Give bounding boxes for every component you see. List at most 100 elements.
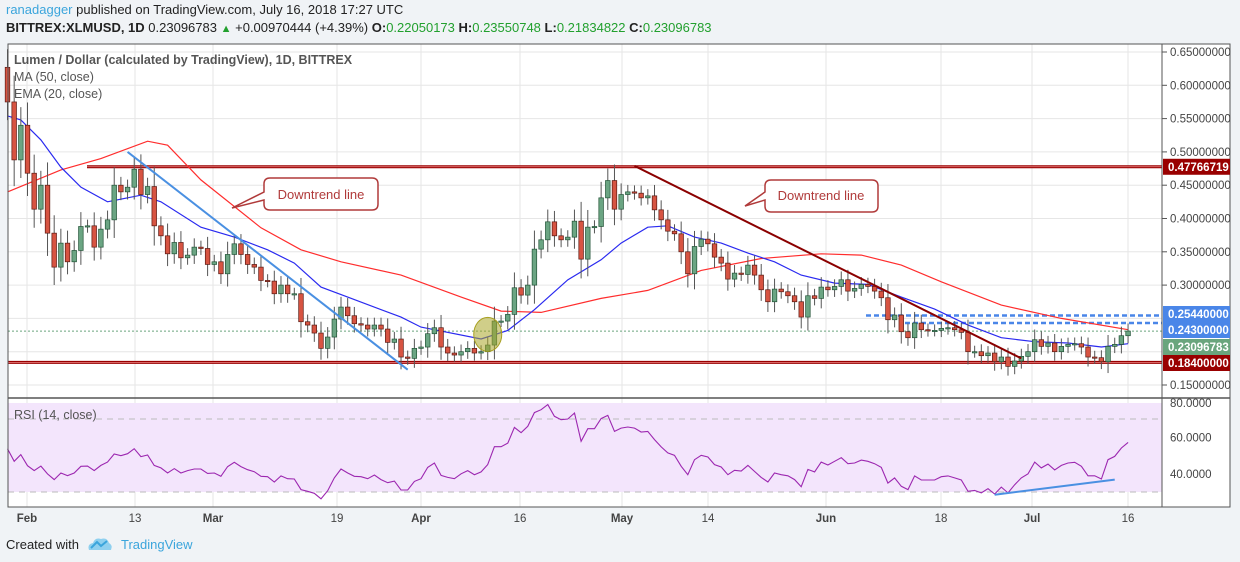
candle — [124, 186, 131, 193]
triangle-up-icon: ▲ — [220, 23, 232, 35]
trendlines[interactable] — [126, 151, 1022, 371]
candle — [885, 297, 891, 321]
rsi-trendline[interactable] — [994, 478, 1115, 496]
candle — [111, 184, 117, 221]
candle — [551, 221, 558, 237]
candle — [931, 330, 938, 332]
ma50-line — [7, 140, 1129, 331]
candle — [925, 329, 931, 332]
open-label: O: — [371, 20, 387, 35]
footer: Created with TradingView — [6, 536, 193, 552]
candle — [951, 327, 958, 331]
candle — [478, 351, 484, 354]
candle — [198, 246, 204, 249]
candle — [751, 264, 758, 276]
candle — [591, 226, 598, 229]
candle — [891, 314, 898, 321]
candle — [725, 262, 731, 280]
candle — [418, 346, 424, 349]
price-tag — [1163, 158, 1230, 175]
candle — [445, 346, 451, 354]
candle — [278, 284, 284, 295]
candle — [705, 238, 711, 245]
callout-2-text: Downtrend line — [778, 188, 865, 203]
candle — [838, 279, 844, 287]
candle — [765, 289, 771, 303]
candle — [291, 293, 297, 296]
candle — [138, 168, 144, 195]
price-tag-label: 0.23096783 — [1168, 342, 1229, 354]
candle — [398, 338, 404, 358]
candle — [865, 284, 871, 287]
candle — [905, 331, 911, 339]
x-tick-label: 19 — [331, 513, 344, 525]
author-link[interactable]: ranadagger — [6, 2, 73, 17]
candle — [1065, 344, 1071, 347]
callout-2[interactable]: Downtrend line — [744, 179, 879, 213]
candle — [1045, 342, 1051, 347]
candle — [671, 230, 678, 235]
candle — [18, 124, 24, 161]
candle — [84, 225, 91, 228]
ma-legend[interactable]: MA (50, close) — [14, 70, 94, 84]
downtrend-line[interactable] — [126, 151, 409, 371]
candle — [264, 280, 271, 282]
candle — [831, 286, 838, 291]
candle — [158, 225, 164, 237]
candle — [605, 180, 611, 199]
candle — [638, 192, 644, 199]
candle — [98, 228, 104, 248]
candle — [731, 272, 738, 280]
ema-legend[interactable]: EMA (20, close) — [14, 87, 102, 101]
candle — [458, 351, 464, 356]
candle — [985, 352, 991, 357]
candle — [51, 232, 57, 268]
candle — [1005, 356, 1011, 367]
rsi-tick-label: 40.0000 — [1170, 469, 1212, 481]
downtrend-line[interactable] — [634, 164, 1022, 360]
candle — [425, 333, 431, 348]
price-axis[interactable]: 0.65000000 0.60000000 0.55000000 0.50000000… — [1162, 47, 1231, 481]
candle — [578, 220, 584, 260]
candle — [698, 238, 704, 247]
candle — [311, 324, 317, 334]
candle — [391, 338, 398, 343]
candle — [104, 219, 111, 230]
rsi-series — [7, 403, 1129, 500]
candle — [525, 284, 531, 296]
y-tick-label: 0.40000000 — [1170, 214, 1231, 226]
candle — [1078, 343, 1085, 348]
candle — [805, 295, 811, 318]
y-tick-label: 0.50000000 — [1170, 147, 1231, 159]
y-tick-label: 0.15000000 — [1170, 380, 1231, 392]
candle — [1012, 360, 1018, 367]
candle — [718, 256, 724, 264]
price-change: +0.00970444 (+4.39%) — [235, 20, 369, 35]
candle — [651, 195, 658, 211]
candle — [778, 288, 784, 293]
tradingview-link[interactable]: TradingView — [120, 536, 193, 552]
symbol-info: BITTREX:XLMUSD, 1D 0.23096783 ▲ +0.00970… — [6, 20, 712, 35]
candle — [151, 186, 157, 227]
candle — [505, 314, 511, 322]
candle — [4, 66, 11, 103]
candle — [204, 248, 211, 265]
callout-1[interactable]: Downtrend line — [231, 177, 379, 211]
time-axis[interactable]: Feb 13 Mar 19 Apr 16 May 14 Jun 18 Jul 16 — [17, 513, 1135, 525]
candle — [11, 101, 17, 161]
y-tick-label: 0.45000000 — [1170, 180, 1231, 192]
candle — [258, 266, 264, 281]
rsi-legend[interactable]: RSI (14, close) — [14, 408, 97, 422]
price-tag — [1163, 339, 1230, 355]
candle — [611, 180, 618, 210]
x-tick-label: Jun — [816, 513, 836, 525]
rsi-tick-label: 80.0000 — [1170, 398, 1212, 410]
price-chart[interactable]: Downtrend line Downtrend line 0.65000000… — [0, 0, 1240, 530]
candle — [371, 324, 377, 330]
candle — [771, 288, 778, 303]
candle — [878, 290, 884, 299]
candle — [898, 314, 904, 333]
highlight-ellipse[interactable] — [473, 316, 503, 352]
candle — [118, 184, 124, 193]
candle — [238, 243, 244, 255]
